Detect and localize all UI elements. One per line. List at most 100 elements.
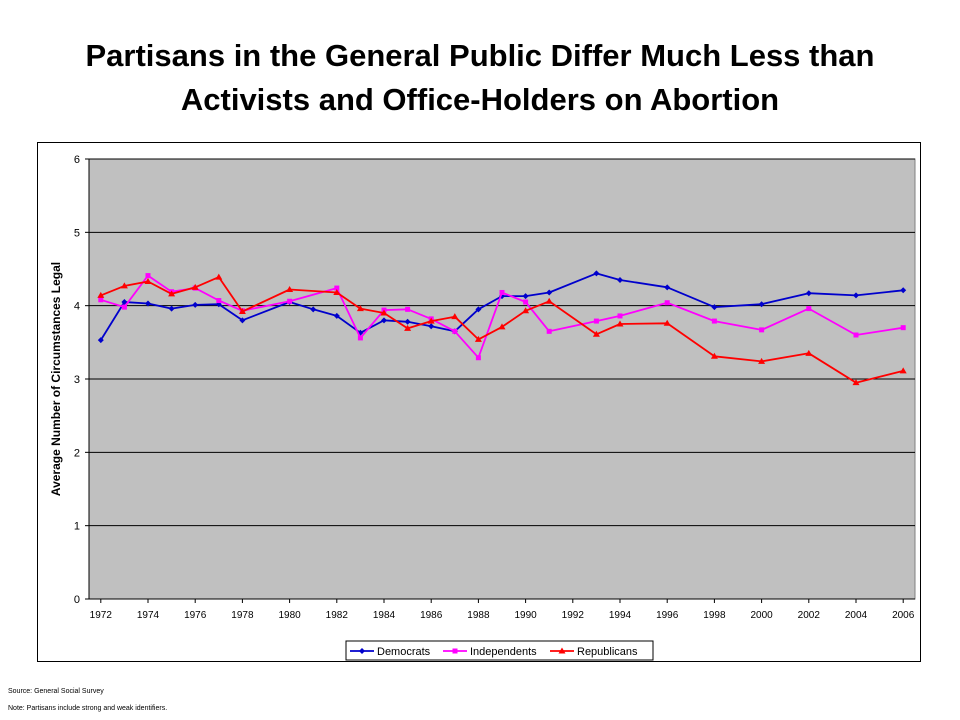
data-point-triangle [144,277,152,284]
data-point-triangle [215,273,223,280]
data-point-diamond [310,306,317,313]
data-point-triangle [616,320,624,327]
title-line-2: Activists and Office-Holders on Abortion [180,82,780,117]
data-point-triangle [474,335,482,342]
data-point-triangle [404,324,412,331]
x-tick-label: 1972 [90,610,113,621]
data-point-square [287,298,293,304]
legend-box [345,640,654,661]
legend-item-independents: Independents [443,646,537,658]
y-tick-label: 3 [74,374,80,386]
x-tick-label: 1990 [514,610,537,621]
legend-item-democrats: Democrats [350,646,431,658]
x-tick-label: 1988 [467,610,490,621]
data-point-square [145,273,151,279]
x-tick-label: 1986 [420,610,443,621]
x-tick-label: 2006 [892,610,915,621]
y-tick-label: 1 [74,521,80,533]
data-point-triangle [333,288,341,295]
x-tick-label: 1976 [184,610,207,621]
data-point-triangle [238,308,246,315]
data-point-square [452,648,458,654]
data-point-diamond [239,317,246,324]
data-point-triangle [427,317,435,324]
data-point-square [853,332,859,338]
data-point-diamond [664,284,671,291]
data-point-triangle [191,283,199,290]
data-point-diamond [428,323,435,330]
data-point-square [711,318,717,324]
data-point-triangle [168,290,176,297]
data-point-diamond [168,305,175,312]
y-tick-label: 2 [74,447,80,459]
x-tick-label: 1998 [703,610,726,621]
data-point-diamond [475,306,482,313]
data-point-square [357,335,363,341]
data-point-square [546,328,552,334]
data-point-diamond [711,304,718,311]
data-point-triangle [758,357,766,364]
data-point-triangle [558,647,566,654]
x-tick-label: 2002 [798,610,821,621]
data-point-square [593,318,599,324]
x-tick-label: 1992 [562,610,585,621]
partisan-note: Note: Partisans include strong and weak … [8,705,168,712]
series-democrats [97,270,907,344]
x-tick-labels: 1972 1974 1976 1978 1980 1982 1984 1986 1988 1990… [90,599,915,621]
data-point-triangle [380,309,388,316]
data-point-diamond [333,312,340,319]
data-point-triangle [852,379,860,386]
data-point-triangle [899,367,907,374]
x-tick-label: 2004 [845,610,868,621]
data-point-square [617,313,623,319]
data-point-triangle [710,352,718,359]
data-point-square [664,300,670,306]
y-tick-labels: 0 1 2 3 4 5 6 [74,154,89,606]
data-point-square [499,289,505,295]
data-point-triangle [120,282,128,289]
y-tick-label: 6 [74,154,80,166]
y-tick-label: 0 [74,594,80,606]
data-point-square [216,298,222,304]
data-point-diamond [145,300,151,307]
series-line [100,274,904,359]
data-point-diamond [381,317,387,324]
data-point-square [759,327,765,333]
data-point-diamond [192,301,199,308]
x-tick-label: 1974 [137,610,160,621]
series-republicans [97,273,907,386]
legend-label: Democrats [377,646,431,658]
data-point-square [475,355,481,361]
chart-title: Partisans in the General Public Differ M… [0,34,960,122]
data-point-diamond [900,287,907,294]
data-point-triangle [286,286,294,293]
x-tick-label: 1980 [278,610,301,621]
data-point-diamond [853,292,859,299]
data-point-square [806,306,812,312]
title-line-1: Partisans in the General Public Differ M… [85,38,875,73]
series-lines [97,270,907,386]
data-point-diamond [546,289,553,296]
data-point-triangle [592,330,600,337]
data-point-diamond [805,290,812,297]
data-point-square [900,325,906,331]
data-point-diamond [593,270,600,277]
x-tick-label: 1984 [373,610,396,621]
source-note: Source: General Social Survey [8,688,104,695]
data-point-square [405,306,411,312]
data-point-diamond [758,301,765,308]
data-point-triangle [522,307,530,314]
data-point-triangle [498,323,506,330]
x-tick-label: 1994 [609,610,632,621]
x-tick-label: 1978 [231,610,254,621]
data-point-square [523,299,529,305]
data-point-triangle [97,291,105,298]
data-point-square [121,304,127,310]
data-point-triangle [451,313,459,320]
legend-label: Independents [470,646,537,658]
data-point-square [452,328,458,334]
data-point-diamond [359,648,365,654]
gridlines [89,158,915,527]
data-point-triangle [545,297,553,304]
